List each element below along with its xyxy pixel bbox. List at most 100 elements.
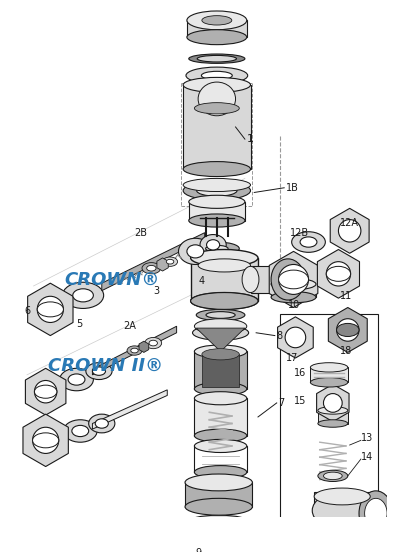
Ellipse shape	[336, 319, 359, 341]
Ellipse shape	[34, 385, 57, 398]
Text: 16: 16	[294, 368, 306, 378]
Ellipse shape	[205, 533, 233, 539]
Text: 5: 5	[76, 320, 83, 330]
Ellipse shape	[68, 374, 85, 385]
Ellipse shape	[183, 162, 250, 177]
Polygon shape	[92, 390, 167, 429]
Ellipse shape	[142, 263, 161, 274]
Text: 2B: 2B	[134, 227, 148, 238]
Ellipse shape	[194, 345, 247, 358]
Ellipse shape	[72, 426, 89, 437]
Ellipse shape	[149, 340, 158, 346]
Bar	[318, 410, 348, 423]
Polygon shape	[23, 414, 68, 466]
Ellipse shape	[34, 380, 57, 403]
Ellipse shape	[202, 349, 239, 360]
Ellipse shape	[147, 266, 156, 271]
Text: 6: 6	[24, 306, 30, 316]
Text: CROWN II®: CROWN II®	[48, 357, 164, 374]
Ellipse shape	[187, 515, 250, 530]
Ellipse shape	[318, 407, 348, 414]
Ellipse shape	[200, 235, 226, 255]
Ellipse shape	[89, 414, 115, 433]
Ellipse shape	[324, 472, 342, 480]
Text: 7: 7	[278, 398, 285, 408]
Ellipse shape	[183, 77, 250, 92]
Text: 10: 10	[288, 300, 300, 310]
Bar	[185, 482, 252, 507]
Ellipse shape	[242, 267, 259, 293]
Ellipse shape	[206, 245, 228, 252]
Ellipse shape	[192, 540, 245, 552]
Ellipse shape	[178, 238, 212, 264]
Ellipse shape	[197, 55, 236, 62]
Ellipse shape	[186, 67, 248, 84]
Bar	[250, 267, 288, 293]
Polygon shape	[28, 283, 73, 336]
Ellipse shape	[202, 71, 232, 79]
Polygon shape	[92, 326, 177, 375]
Ellipse shape	[198, 259, 250, 272]
Polygon shape	[269, 251, 318, 307]
Ellipse shape	[312, 492, 372, 529]
Text: CROWN®: CROWN®	[64, 270, 160, 289]
Ellipse shape	[86, 363, 112, 380]
Bar	[183, 85, 250, 169]
Ellipse shape	[64, 420, 97, 442]
Ellipse shape	[206, 240, 220, 250]
Ellipse shape	[194, 103, 239, 114]
Ellipse shape	[191, 293, 258, 309]
Text: 1: 1	[247, 134, 254, 144]
Ellipse shape	[194, 383, 247, 395]
Ellipse shape	[202, 15, 232, 25]
Ellipse shape	[318, 420, 348, 427]
Text: 12B: 12B	[290, 227, 309, 238]
Ellipse shape	[187, 30, 247, 45]
Ellipse shape	[285, 327, 306, 348]
Polygon shape	[328, 307, 367, 352]
Ellipse shape	[37, 302, 64, 317]
Ellipse shape	[197, 185, 237, 196]
Ellipse shape	[194, 392, 247, 405]
Ellipse shape	[271, 279, 316, 290]
Ellipse shape	[183, 178, 250, 192]
Text: 2A: 2A	[123, 321, 136, 331]
Ellipse shape	[191, 293, 258, 309]
Bar	[194, 398, 247, 436]
Ellipse shape	[314, 488, 370, 505]
Ellipse shape	[162, 257, 178, 267]
Bar	[189, 202, 245, 220]
Ellipse shape	[318, 470, 348, 481]
Bar	[194, 352, 247, 389]
Bar	[280, 314, 378, 548]
Ellipse shape	[194, 465, 247, 479]
Ellipse shape	[73, 289, 93, 302]
Polygon shape	[196, 328, 245, 352]
Bar	[314, 492, 370, 520]
Bar	[310, 368, 348, 383]
Ellipse shape	[32, 427, 59, 453]
Ellipse shape	[191, 529, 247, 542]
Ellipse shape	[278, 270, 308, 289]
Polygon shape	[278, 317, 313, 358]
Ellipse shape	[336, 323, 359, 337]
Bar	[187, 20, 247, 37]
Polygon shape	[26, 368, 66, 415]
Polygon shape	[139, 341, 149, 352]
Ellipse shape	[204, 328, 238, 337]
Text: 4: 4	[198, 277, 204, 286]
Text: 1B: 1B	[286, 183, 299, 193]
Text: 14: 14	[361, 452, 373, 462]
Ellipse shape	[192, 325, 249, 340]
Polygon shape	[157, 258, 168, 271]
Ellipse shape	[62, 282, 104, 309]
Ellipse shape	[183, 181, 250, 200]
Ellipse shape	[187, 11, 247, 30]
Text: 17: 17	[286, 353, 298, 363]
Ellipse shape	[189, 195, 245, 208]
Ellipse shape	[196, 309, 245, 321]
Ellipse shape	[127, 346, 142, 355]
Text: 11: 11	[340, 291, 352, 301]
Polygon shape	[317, 384, 349, 422]
Text: 12A: 12A	[340, 219, 359, 229]
